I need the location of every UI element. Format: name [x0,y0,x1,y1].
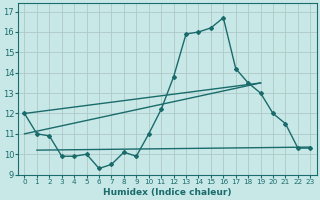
X-axis label: Humidex (Indice chaleur): Humidex (Indice chaleur) [103,188,232,197]
